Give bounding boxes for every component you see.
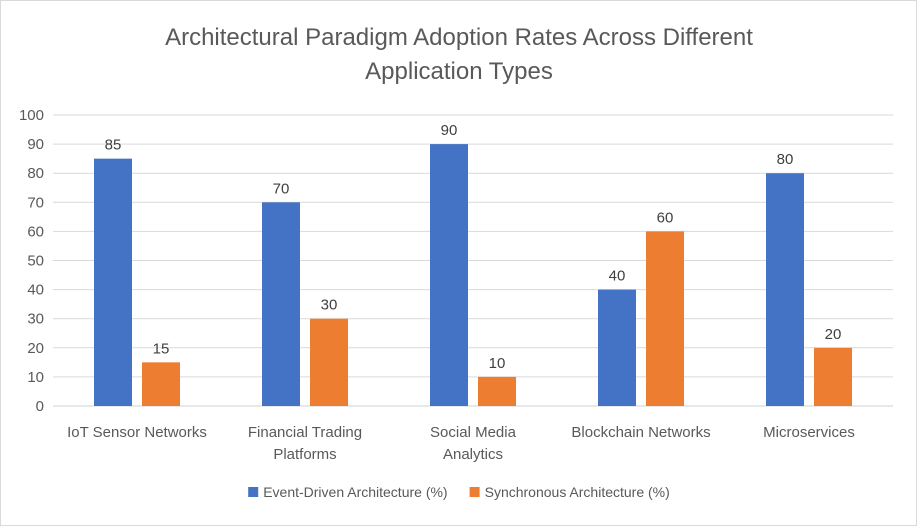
data-label: 30: [321, 297, 338, 314]
legend-label: Synchronous Architecture (%): [485, 484, 670, 500]
x-axis-categories: IoT Sensor Networks Financial Trading Plat…: [67, 424, 855, 463]
y-tick-label: 0: [36, 398, 44, 415]
legend-item: Event-Driven Architecture (%): [248, 484, 448, 500]
x-category-label: Analytics: [443, 446, 503, 463]
gridlines: [53, 114, 893, 407]
data-labels: 85 15 70 30 90 10 40 60 80 20: [105, 122, 842, 372]
bar: [646, 231, 684, 406]
chart-title-line: Architectural Paradigm Adoption Rates Ac…: [165, 24, 753, 51]
x-category-label: Platforms: [273, 446, 336, 463]
y-tick-label: 50: [27, 253, 44, 270]
legend-label: Event-Driven Architecture (%): [263, 484, 447, 500]
bar: [766, 173, 804, 406]
y-tick-label: 100: [19, 107, 44, 124]
legend-item: Synchronous Architecture (%): [469, 484, 670, 500]
bar: [310, 318, 348, 406]
data-label: 20: [825, 326, 842, 343]
data-label: 40: [609, 268, 626, 285]
bar: [142, 362, 180, 406]
x-category-label: IoT Sensor Networks: [67, 424, 207, 441]
y-tick-label: 90: [27, 136, 44, 153]
bars: [94, 144, 852, 406]
bar: [430, 144, 468, 406]
data-label: 85: [105, 137, 122, 154]
bar: [814, 347, 852, 406]
bar: [94, 158, 132, 406]
chart-title-line: Application Types: [365, 58, 553, 85]
bar: [262, 202, 300, 406]
y-tick-label: 80: [27, 165, 44, 182]
data-label: 80: [777, 151, 794, 168]
y-tick-label: 10: [27, 369, 44, 386]
y-tick-label: 60: [27, 223, 44, 240]
y-tick-label: 30: [27, 311, 44, 328]
y-axis-ticks: 0 10 20 30 40 50 60 70 80 90 100: [19, 107, 44, 415]
x-category-label: Blockchain Networks: [571, 424, 710, 441]
bar: [478, 376, 516, 406]
x-category-label: Financial Trading: [248, 424, 362, 441]
data-label: 10: [489, 355, 506, 372]
data-label: 60: [657, 209, 674, 226]
legend-swatch: [248, 487, 259, 497]
y-tick-label: 20: [27, 340, 44, 357]
x-category-label: Microservices: [763, 424, 855, 441]
data-label: 70: [273, 180, 290, 197]
data-label: 90: [441, 122, 458, 139]
legend: Event-Driven Architecture (%) Synchronous…: [248, 484, 670, 500]
y-tick-label: 40: [27, 282, 44, 299]
x-category-label: Social Media: [430, 424, 517, 441]
bar: [598, 289, 636, 406]
data-label: 15: [153, 340, 170, 357]
y-tick-label: 70: [27, 194, 44, 211]
legend-swatch: [469, 487, 480, 497]
chart-title: Architectural Paradigm Adoption Rates Ac…: [165, 24, 753, 85]
